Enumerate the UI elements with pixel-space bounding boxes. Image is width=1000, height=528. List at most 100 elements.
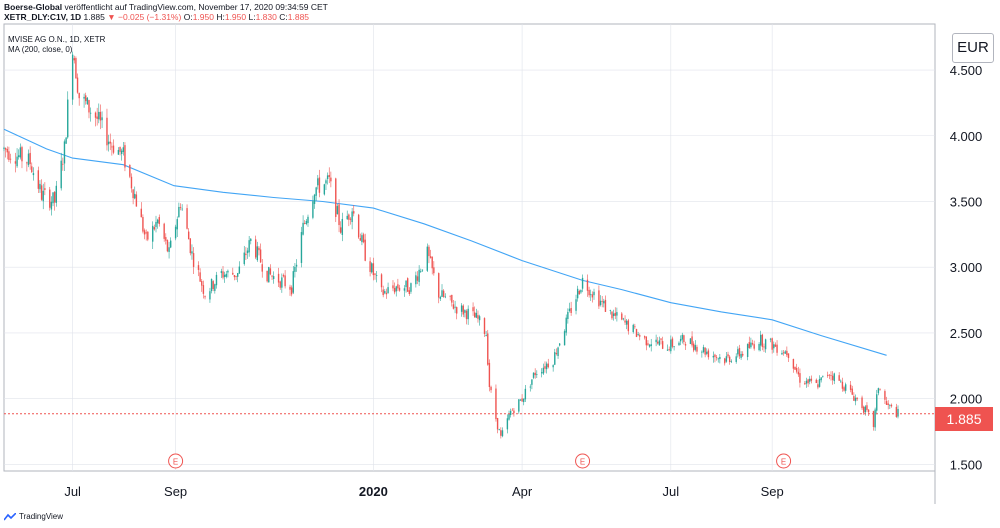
candle-body xyxy=(679,338,682,342)
candle-body xyxy=(782,352,785,354)
candle-body xyxy=(645,336,648,346)
candle-body xyxy=(544,366,546,369)
candle-body xyxy=(438,273,440,298)
candle-body xyxy=(120,150,123,155)
candle-body xyxy=(774,344,777,347)
candle-body xyxy=(856,397,858,400)
candle-body xyxy=(456,307,458,314)
candle-body xyxy=(853,396,855,401)
event-marker xyxy=(168,453,184,469)
candle-body xyxy=(735,356,737,362)
candle-body xyxy=(315,187,317,196)
candle-body xyxy=(724,358,726,364)
candle-body xyxy=(874,409,876,428)
candle-body xyxy=(204,296,206,298)
candle-body xyxy=(477,315,479,319)
ma-layer xyxy=(3,128,887,356)
plot-frame xyxy=(3,23,936,472)
candle-body xyxy=(107,141,110,145)
candle-body xyxy=(282,275,285,277)
candle-body xyxy=(452,304,455,309)
candle-body xyxy=(163,223,165,239)
candle-body xyxy=(86,97,89,105)
candle-body xyxy=(670,339,672,352)
candle-layer xyxy=(3,51,899,439)
candle-body xyxy=(841,381,844,389)
candle-body xyxy=(209,291,211,300)
candle-body xyxy=(625,320,628,325)
candle-body xyxy=(18,155,20,158)
candle-body xyxy=(586,279,589,291)
candle-body xyxy=(604,299,607,312)
candle-body xyxy=(472,307,474,312)
close-label: C: xyxy=(279,12,288,22)
candle-body xyxy=(495,388,497,420)
candle-body xyxy=(145,232,147,234)
candle-body xyxy=(643,336,646,338)
candle-body xyxy=(558,343,561,346)
candle-body xyxy=(611,311,613,319)
candle-body xyxy=(75,58,77,79)
candle-body xyxy=(684,344,687,346)
candle-body xyxy=(98,111,100,120)
candle-body xyxy=(339,227,342,233)
currency-button[interactable]: EUR xyxy=(952,33,994,63)
candle-body xyxy=(581,277,584,289)
candle-body xyxy=(227,270,229,273)
candle-body xyxy=(220,271,223,273)
open-value: 1.950 xyxy=(192,12,214,22)
candle-body xyxy=(14,161,17,164)
candle-body xyxy=(6,148,8,153)
candle-body xyxy=(565,317,567,333)
candle-body xyxy=(429,256,432,258)
candle-body xyxy=(714,354,716,357)
candle-body xyxy=(509,411,512,416)
candle-body xyxy=(305,220,308,224)
candle-body xyxy=(637,334,639,335)
candle-body xyxy=(179,207,182,208)
candle-body xyxy=(799,373,801,383)
candle-body xyxy=(867,409,870,413)
candle-body xyxy=(416,276,419,281)
candle-body xyxy=(449,295,451,297)
candle-body xyxy=(52,192,54,204)
candle-body xyxy=(776,344,778,353)
candle-body xyxy=(140,208,142,218)
candle-body xyxy=(795,367,798,372)
candle-body xyxy=(488,362,491,387)
candle-body xyxy=(465,310,468,320)
candle-body xyxy=(599,300,602,305)
candle-body xyxy=(889,404,891,406)
candle-body xyxy=(76,77,79,93)
event-marker-label: E xyxy=(781,458,786,467)
candle-body xyxy=(717,358,719,360)
candle-body xyxy=(277,273,280,283)
event-marker xyxy=(776,453,792,469)
candle-body xyxy=(557,347,559,356)
ma200-line xyxy=(3,128,887,356)
candle-body xyxy=(809,378,811,382)
candle-body xyxy=(532,372,535,378)
candle-body xyxy=(245,253,247,256)
candle-body xyxy=(787,353,790,359)
event-marker-label: E xyxy=(580,458,585,467)
candle-body xyxy=(655,339,657,343)
candle-body xyxy=(568,308,571,311)
candle-body xyxy=(405,280,407,288)
candle-body xyxy=(542,367,545,374)
candle-body xyxy=(634,326,636,328)
candle-body xyxy=(197,265,200,270)
candle-body xyxy=(531,379,533,385)
candle-body xyxy=(292,271,294,293)
candle-body xyxy=(490,386,492,391)
candle-body xyxy=(338,204,340,226)
low-label: L: xyxy=(248,12,256,22)
candle-body xyxy=(406,278,409,292)
candle-body xyxy=(170,240,172,248)
candle-body xyxy=(44,188,46,190)
x-tick-label: Sep xyxy=(164,484,187,499)
candle-body xyxy=(885,401,888,405)
tradingview-footer[interactable]: TradingView xyxy=(4,512,63,521)
candle-body xyxy=(222,271,224,278)
